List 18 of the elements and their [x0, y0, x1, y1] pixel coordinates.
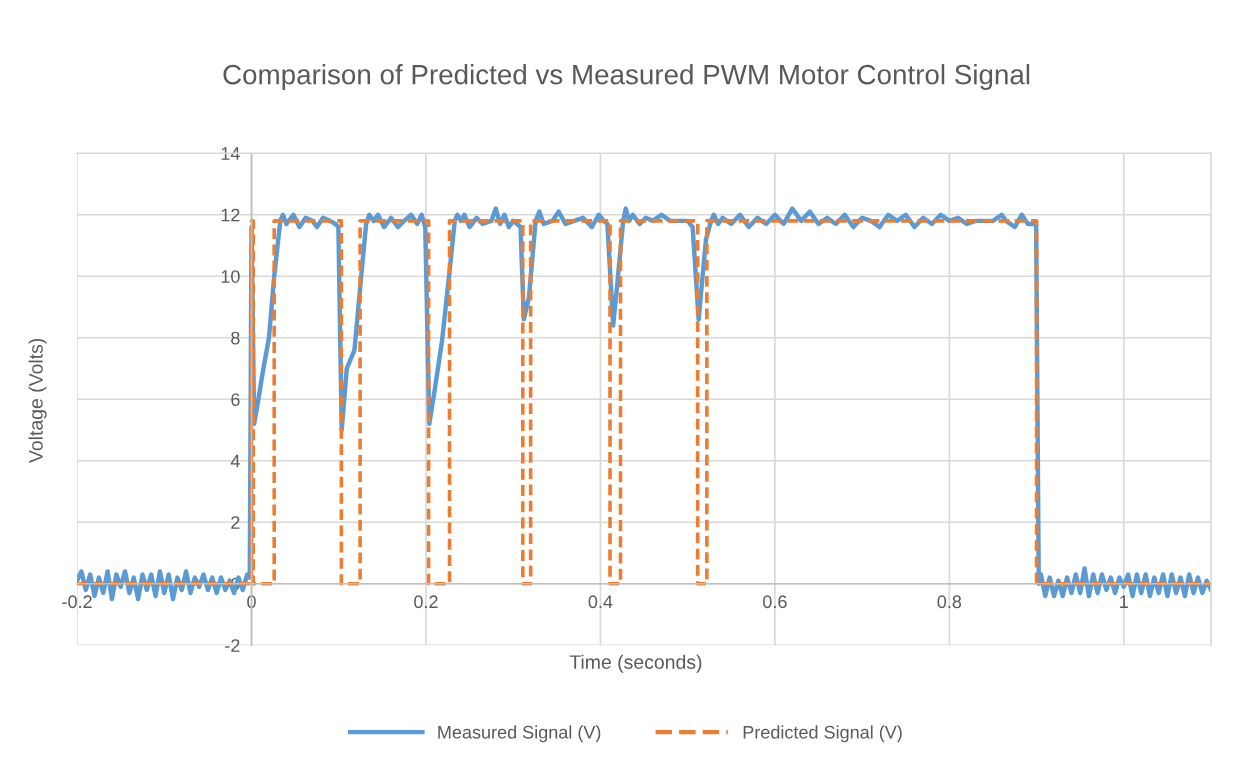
x-tick-label: 0.4 — [588, 595, 613, 609]
chart-title: Comparison of Predicted vs Measured PWM Motor Control Signal — [223, 64, 1030, 90]
y-tick-label: 6 — [231, 393, 240, 406]
legend-label: Measured Signal (V) — [438, 725, 601, 743]
y-tick-label: 12 — [221, 208, 240, 222]
y-tick-label: 2 — [231, 516, 240, 529]
legend-label: Predicted Signal (V) — [743, 725, 902, 743]
y-axis-title: Voltage (Volts) — [28, 338, 47, 464]
x-tick-label: 0.6 — [763, 595, 787, 609]
x-tick-label: -0.2 — [62, 595, 92, 609]
x-tick-label: 0.2 — [414, 595, 438, 609]
x-axis-title: Time (seconds) — [569, 654, 702, 673]
y-tick-label: 8 — [231, 331, 240, 345]
x-tick-label: 0.8 — [937, 595, 962, 609]
y-tick-label: 10 — [221, 270, 240, 283]
y-tick-label: 4 — [230, 454, 240, 468]
y-tick-label: -2 — [225, 639, 240, 652]
x-tick-label: 1 — [1120, 595, 1128, 608]
